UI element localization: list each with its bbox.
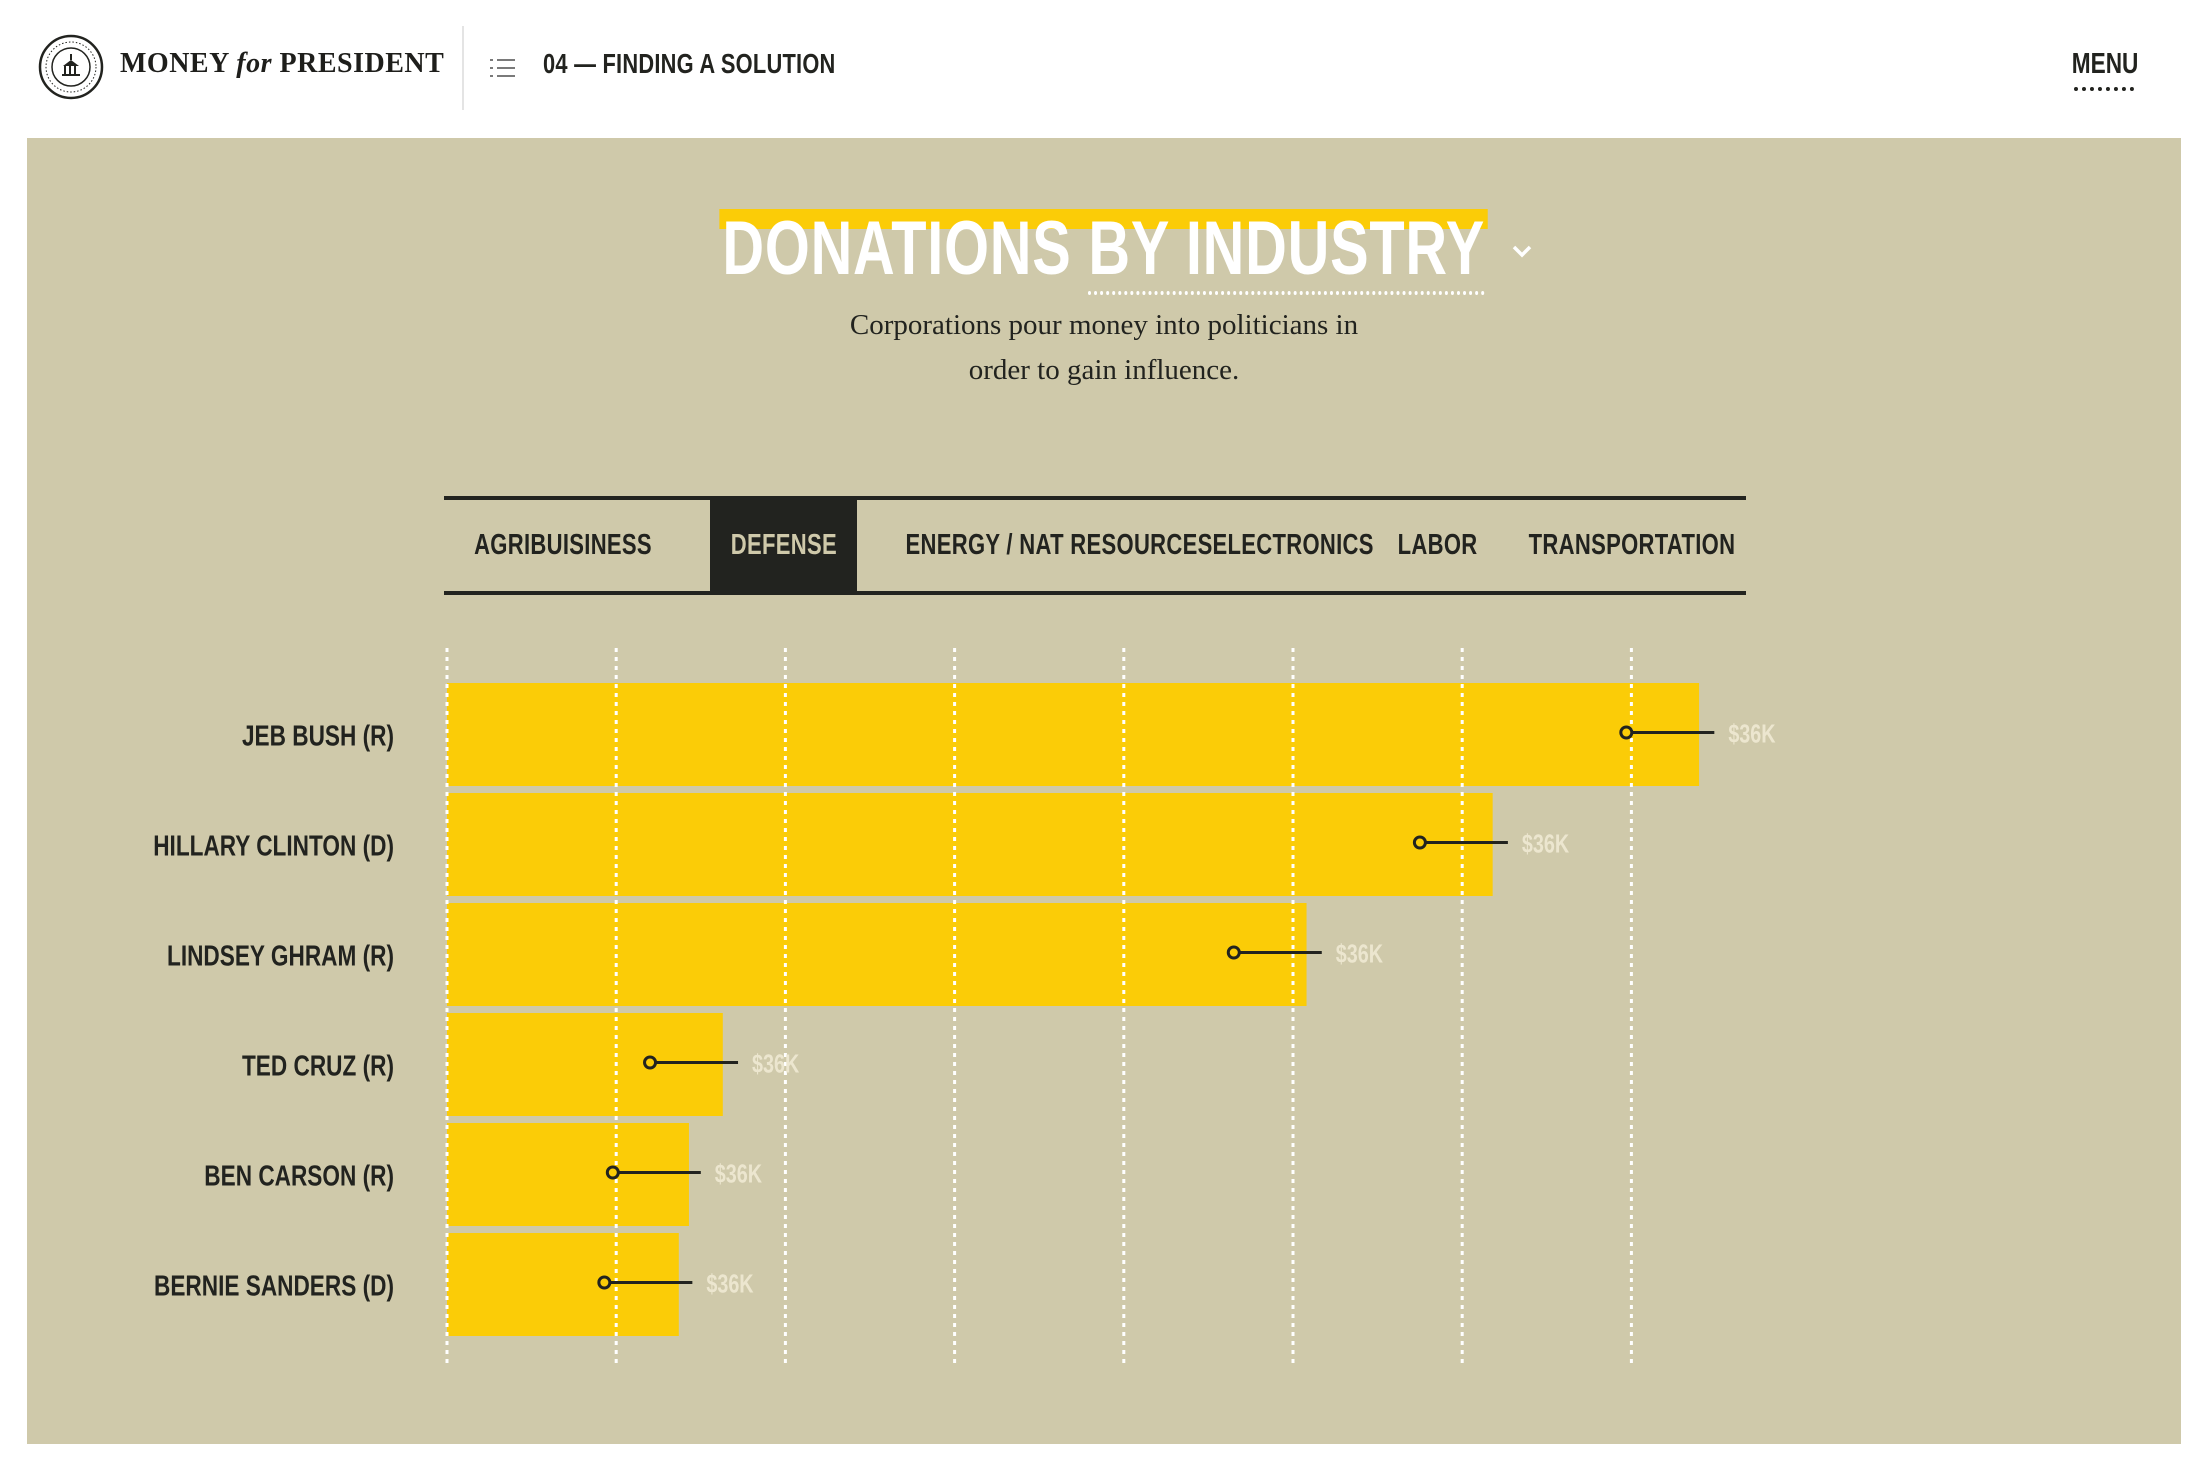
value-label: $36K bbox=[752, 1049, 799, 1078]
chevron-down-icon[interactable] bbox=[1509, 242, 1535, 260]
subtitle: Corporations pour money into politicians… bbox=[27, 303, 2181, 393]
tab-label: LABOR bbox=[1397, 529, 1478, 561]
subtitle-line-1: Corporations pour money into politicians… bbox=[849, 309, 1359, 341]
menu-underline bbox=[2074, 87, 2134, 91]
industry-tabs: AGRIBUISINESS DEFENSE ENERGY / NAT RESOU… bbox=[444, 496, 1746, 595]
bar bbox=[447, 683, 1700, 786]
marker-dot bbox=[605, 1165, 620, 1180]
value-label: $36K bbox=[715, 1159, 762, 1188]
value-label: $36K bbox=[1522, 829, 1569, 858]
title-lead: DONATIONS bbox=[722, 206, 1072, 291]
category-label: BERNIE SANDERS (D) bbox=[154, 1269, 394, 1302]
bar bbox=[447, 1233, 679, 1336]
brand-wordmark[interactable]: MONEY for PRESIDENT bbox=[120, 48, 444, 80]
category-label: HILLARY CLINTON (D) bbox=[153, 829, 394, 862]
tab-electronics[interactable]: ELECTRONICS bbox=[1187, 500, 1379, 591]
brand-president: PRESIDENT bbox=[279, 48, 445, 79]
donations-bar-chart: JEB BUSH (R) $36K HILLARY CLINTON (D) $36K L… bbox=[153, 648, 1776, 1363]
value-label: $36K bbox=[706, 1269, 753, 1298]
marker-dot bbox=[1412, 835, 1427, 850]
site-header: MONEY for PRESIDENT 04 — FINDING A SOLUT… bbox=[0, 0, 2200, 138]
category-label: JEB BUSH (R) bbox=[242, 719, 394, 752]
tab-label: ELECTRONICS bbox=[1212, 529, 1374, 561]
tab-labor[interactable]: LABOR bbox=[1379, 500, 1496, 591]
donations-panel: DONATIONS BY INDUSTRY Corporations pour … bbox=[27, 138, 2181, 1444]
tab-transportation[interactable]: TRANSPORTATION bbox=[1496, 500, 1741, 591]
title-highlight bbox=[719, 209, 1489, 229]
value-label: $36K bbox=[1728, 719, 1775, 748]
subtitle-line-2: order to gain influence. bbox=[968, 354, 1240, 386]
value-label: $36K bbox=[1336, 939, 1383, 968]
title-wrap: DONATIONS BY INDUSTRY bbox=[27, 206, 2181, 295]
brand-money: MONEY bbox=[120, 48, 229, 79]
tab-label: AGRIBUISINESS bbox=[474, 529, 652, 561]
category-label: BEN CARSON (R) bbox=[204, 1159, 394, 1192]
menu-button[interactable]: MENU bbox=[2071, 48, 2138, 80]
category-label: LINDSEY GHRAM (R) bbox=[167, 939, 394, 972]
tab-label: TRANSPORTATION bbox=[1528, 529, 1736, 561]
bar bbox=[447, 903, 1307, 1006]
marker-dot bbox=[597, 1275, 612, 1290]
brand-for: for bbox=[236, 48, 273, 79]
bar bbox=[447, 793, 1493, 896]
tab-label: ENERGY / NAT RESOURCES bbox=[905, 529, 1213, 561]
marker-dot bbox=[1226, 945, 1241, 960]
bar bbox=[447, 1123, 689, 1226]
tab-defense[interactable]: DEFENSE bbox=[710, 500, 857, 591]
tab-agribusiness[interactable]: AGRIBUISINESS bbox=[444, 500, 682, 591]
section-title[interactable]: 04 — FINDING A SOLUTION bbox=[543, 48, 836, 79]
tab-label: DEFENSE bbox=[730, 529, 837, 561]
marker-dot bbox=[1619, 725, 1634, 740]
category-label: TED CRUZ (R) bbox=[242, 1049, 394, 1082]
header-divider bbox=[462, 26, 464, 110]
page-title: DONATIONS BY INDUSTRY bbox=[719, 206, 1489, 295]
bar bbox=[447, 1013, 723, 1116]
list-icon[interactable] bbox=[490, 56, 516, 80]
marker-dot bbox=[643, 1055, 658, 1070]
seal-logo-icon[interactable] bbox=[38, 34, 104, 100]
tab-energy-nat-resources[interactable]: ENERGY / NAT RESOURCES bbox=[857, 500, 1212, 591]
category-picker[interactable]: BY INDUSTRY bbox=[1088, 206, 1486, 295]
